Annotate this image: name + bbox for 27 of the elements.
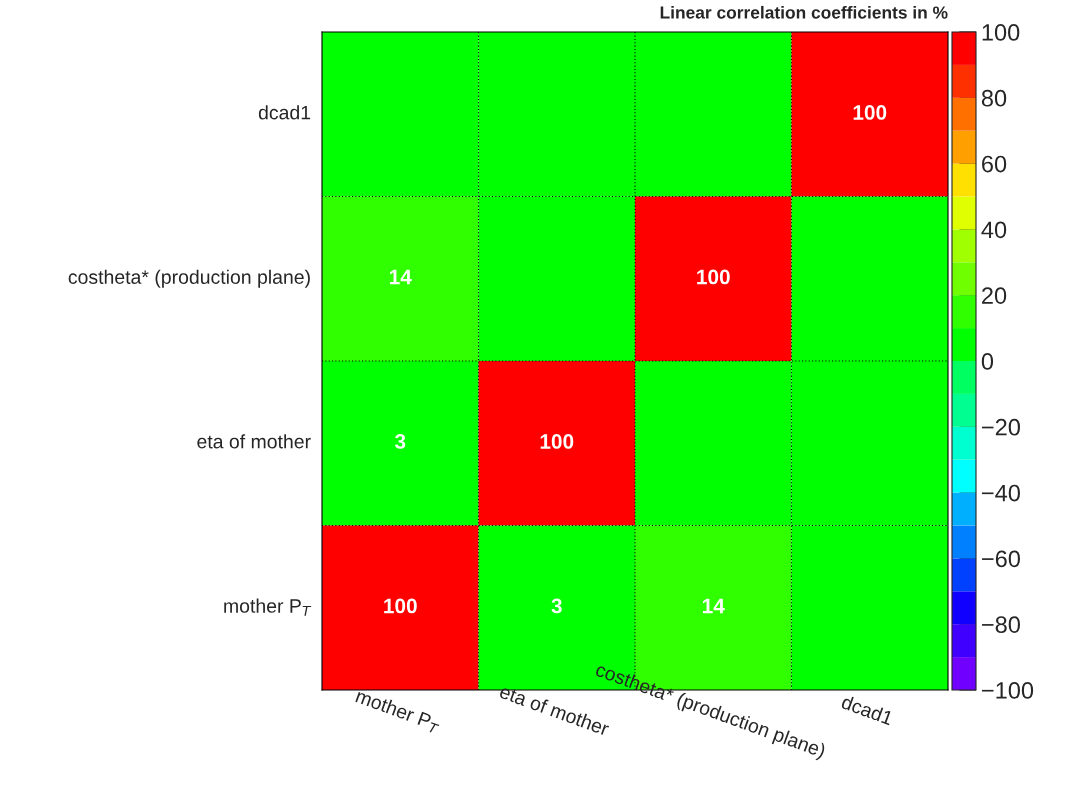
color-bar-label: 20 (982, 287, 1007, 304)
color-bar-label: −60 (982, 550, 1020, 568)
color-bar-label: 40 (981, 221, 1007, 239)
color-bar-label: −40 (982, 484, 1020, 502)
data-label: 100 (853, 105, 887, 120)
x-tick-label: eta of mother (498, 683, 611, 737)
x-tick-label: mother P$_{T}$ (354, 688, 442, 735)
y-tick-label: mother P$_{T}$ (224, 598, 312, 616)
color-bar-label: 100 (982, 24, 1020, 41)
data-label: 14 (702, 598, 725, 614)
color-bar-label: −100 (982, 682, 1034, 699)
color-bar-label: 60 (982, 155, 1007, 173)
y-tick-label: eta of mother (197, 434, 311, 449)
data-label: 100 (540, 434, 574, 449)
color-bar-label: −80 (982, 616, 1020, 633)
data-label: 3 (551, 598, 562, 614)
data-label: 100 (697, 269, 730, 285)
color-bar-label: 0 (981, 353, 994, 370)
y-tick-label: dcad1 (258, 105, 311, 120)
data-label: 14 (389, 269, 412, 285)
y-tick-label: costheta* (production plane) (68, 269, 310, 288)
data-label: 100 (384, 598, 417, 614)
color-bar-label: 80 (981, 89, 1007, 107)
x-tick-label: dcad1 (840, 694, 894, 726)
color-bar-label: −20 (982, 418, 1020, 436)
data-label: 3 (394, 434, 406, 449)
chart-title: Linear correlation coefficients in % (660, 5, 948, 19)
